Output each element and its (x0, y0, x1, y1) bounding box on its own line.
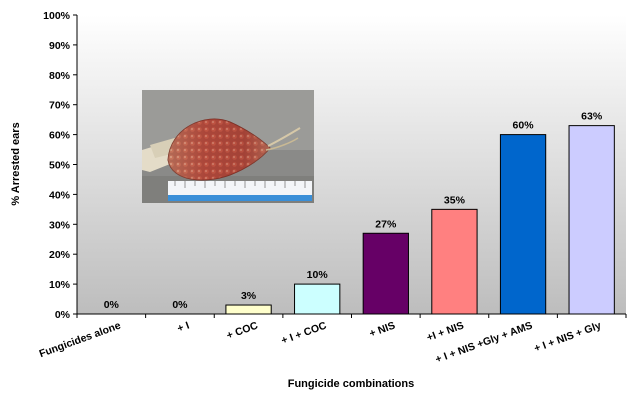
bar (568, 125, 615, 315)
bar (362, 232, 409, 315)
x-category-label: + NIS (368, 320, 397, 340)
y-tick-label: 70% (49, 100, 71, 112)
x-category-label: + COC (225, 319, 260, 341)
x-axis-category-labels: Fungicides alone + I + COC + I + COC + NIS +I… (38, 314, 627, 366)
bar-data-label: 0% (172, 299, 188, 311)
y-tick-label: 90% (49, 40, 71, 52)
bar-data-label: 60% (513, 120, 535, 132)
x-category-label: +I + NIS (425, 320, 465, 344)
y-tick-label: 60% (49, 130, 71, 142)
y-tick-label: 10% (49, 279, 71, 291)
y-axis-ticks: 0% 10% 20% 30% 40% 50% 60% 70% 80% 90% 100% (43, 10, 77, 321)
y-tick-label: 50% (49, 160, 71, 172)
x-category-label: + I + COC (280, 319, 329, 347)
y-tick-label: 0% (55, 309, 71, 321)
y-tick-label: 40% (49, 189, 71, 201)
bars-group: 0% 0% 3% 10% 27% 35% 60% 63% (104, 111, 615, 315)
bar (225, 304, 272, 315)
bar (431, 208, 478, 315)
y-tick-label: 80% (49, 70, 71, 82)
bar-data-label: 35% (444, 194, 466, 206)
x-category-label: + I + NIS + Gly (533, 319, 603, 354)
bar-data-label: 10% (307, 269, 329, 281)
x-category-label: + I (176, 320, 191, 335)
x-axis-title: Fungicide combinations (288, 378, 415, 390)
y-tick-label: 30% (49, 219, 71, 231)
bar (499, 134, 547, 315)
bar (294, 283, 341, 315)
x-category-label: Fungicides alone (38, 319, 123, 360)
bar-data-label: 27% (375, 218, 397, 230)
y-axis-title: % Arrested ears (10, 122, 22, 205)
corn-ear-photo (142, 90, 314, 203)
y-tick-label: 20% (49, 249, 71, 261)
bar-data-label: 0% (104, 299, 120, 311)
bar-data-label: 3% (241, 290, 257, 302)
y-tick-label: 100% (43, 10, 71, 22)
bar-data-label: 63% (581, 111, 603, 123)
